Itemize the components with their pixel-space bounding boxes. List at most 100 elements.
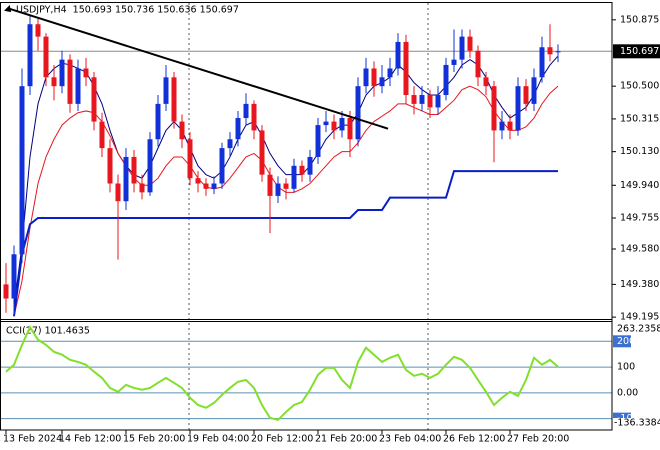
candle-body [131,156,137,184]
candle-body [379,77,385,87]
candle-body [179,121,185,140]
y-tick-label: 150.315 [620,113,659,124]
y-tick-label: 149.580 [620,243,659,254]
candle-body [291,165,297,189]
x-tick-label: 27 Feb 20:00 [507,434,569,445]
y-tick-label: 150.500 [620,81,659,92]
candle-body [555,51,561,53]
y-tick-label: 150.130 [620,146,659,157]
candle-body [59,59,65,87]
y-limit-label: 263.2358 [617,324,660,335]
candle-body [315,125,321,157]
last-price-label: 150.697 [620,46,659,57]
chart-title: USDJPY,H4 150.693 150.736 150.636 150.69… [16,5,239,16]
y-tick-label: 100 [617,362,635,373]
candle-body [211,183,217,189]
candle-body [451,59,457,65]
candle-body [227,139,233,149]
candle-body [219,148,225,184]
candle-body [403,41,409,96]
y-limit-label: -136.3384 [614,418,660,429]
candle-body [547,47,553,55]
candle-body [371,68,377,87]
candle-body [459,36,465,60]
y-tick-label: 200 [617,336,635,347]
candle-body [499,121,505,131]
candle-body [19,86,25,255]
candle-body [523,86,529,104]
candle-body [243,103,249,119]
indicator-line [13,170,558,317]
x-tick-label: 13 Feb 2024 [3,434,62,445]
candle-body [427,95,433,108]
candle-body [139,183,145,193]
candle-body [123,156,129,202]
candle-body [443,64,449,96]
candle-body [91,77,97,122]
indicator-title: CCI(27) 101.4635 [6,326,90,337]
candle-body [187,139,193,179]
candle-body [35,24,41,37]
indicator-line [13,55,559,308]
candle-body [323,121,329,126]
y-tick-label: 0.00 [617,387,638,398]
candle-body [235,118,241,140]
candle-body [27,24,33,87]
candle-body [339,118,345,131]
symbol-icon [4,5,12,13]
x-tick-label: 21 Feb 20:00 [315,434,377,445]
candle-body [299,165,305,175]
candle-body [11,254,17,299]
x-tick-label: 26 Feb 12:00 [443,434,505,445]
candle-body [99,121,105,149]
candle-body [163,77,169,104]
y-tick-label: 149.755 [620,213,659,224]
candle-body [483,77,489,87]
candle-body [363,68,369,87]
candle-body [283,183,289,189]
candle-body [531,77,537,104]
candle-body [67,59,73,104]
candle-body [539,47,545,78]
candle-body [155,103,161,140]
candle-body [275,183,281,196]
candle-body [331,121,337,131]
candle-body [491,86,497,131]
candle-body [307,156,313,175]
candle-body [475,50,481,78]
candle-body [171,77,177,122]
candle-body [419,95,425,104]
candle-body [395,41,401,69]
x-tick-label: 14 Feb 12:00 [59,434,121,445]
candle-body [195,178,201,184]
candle-body [355,86,361,140]
candle-body [411,95,417,104]
candle-body [435,95,441,108]
candle-body [147,139,153,193]
cci-line [5,325,559,422]
x-tick-label: 15 Feb 20:00 [123,434,185,445]
x-tick-label: 20 Feb 12:00 [251,434,313,445]
x-tick-label: 19 Feb 04:00 [187,434,249,445]
y-tick-label: 150.875 [620,14,659,25]
candle-body [51,77,57,87]
y-tick-label: 149.380 [620,279,659,290]
candle-body [107,148,113,184]
trend-line [7,7,389,130]
candle-body [115,183,121,202]
candle-body [203,183,209,189]
candle-body [515,86,521,131]
candle-body [267,174,273,196]
candle-body [251,103,257,131]
candle-body [507,121,513,131]
candle-body [83,68,89,78]
candle-body [259,130,265,175]
x-tick-label: 23 Feb 04:00 [379,434,441,445]
last-price-box [613,44,660,59]
candle-body [75,68,81,104]
y-tick-label: 149.940 [620,180,659,191]
y-tick-label: 149.195 [620,312,659,323]
candle-body [347,118,353,140]
